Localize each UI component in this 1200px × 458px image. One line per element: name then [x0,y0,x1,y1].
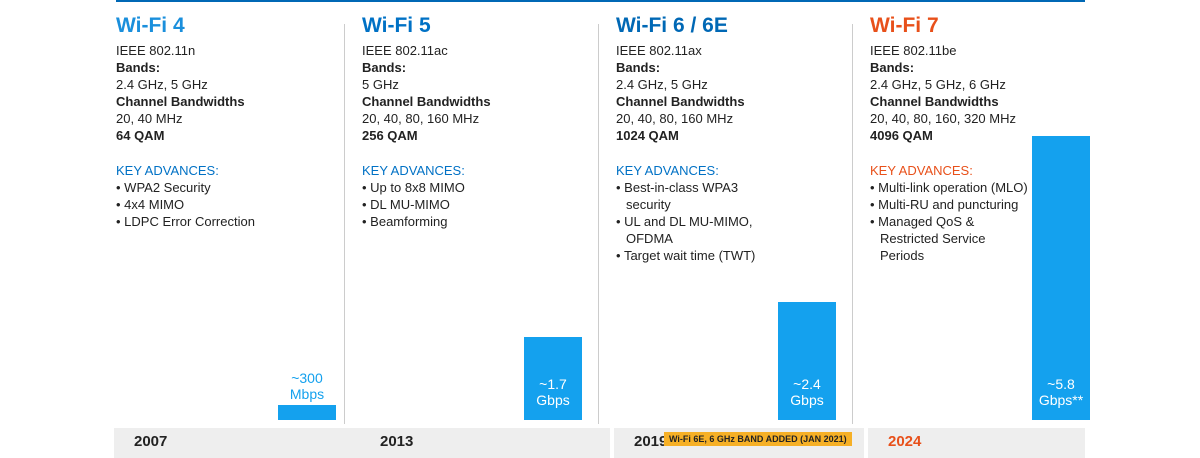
advances-label: KEY ADVANCES: [362,163,465,178]
column-divider [344,24,345,424]
bands-label: Bands: [362,60,407,75]
advance-item: UL and DL MU-MIMO, OFDMA [616,213,776,247]
advance-item: Managed QoS & Restricted Service Periods [870,213,1030,264]
bandwidth-label: Channel Bandwidths [870,94,999,109]
speed-bar [1032,135,1090,420]
bar-label: ~300 Mbps [289,370,325,402]
year: 2007 [134,433,168,450]
bandwidths: 20, 40 MHz [116,111,183,126]
advances-label: KEY ADVANCES: [116,163,219,178]
advance-item: Beamforming [362,213,522,230]
advances-label: KEY ADVANCES: [616,163,719,178]
bands: 2.4 GHz, 5 GHz [116,77,208,92]
column: Wi-Fi 4 IEEE 802.11n Bands: 2.4 GHz, 5 GHz C… [116,14,352,422]
qam: 64 QAM [116,128,165,143]
advance-item: Best-in-class WPA3 security [616,179,776,213]
standard: IEEE 802.11ax [616,43,702,58]
standard: IEEE 802.11be [870,43,957,58]
bar-label: ~5.8 Gbps** [1038,376,1084,408]
bands: 5 GHz [362,77,399,92]
column-divider [852,24,853,424]
top-rule [116,0,1085,2]
qam: 4096 QAM [870,128,933,143]
bands-label: Bands: [116,60,161,75]
speed-bar [778,302,836,420]
column: Wi-Fi 5 IEEE 802.11ac Bands: 5 GHz Channel B… [362,14,598,422]
bandwidth-label: Channel Bandwidths [116,94,245,109]
advance-item: LDPC Error Correction [116,213,276,230]
column: Wi-Fi 6 / 6E IEEE 802.11ax Bands: 2.4 GHz, … [616,14,852,422]
bands-label: Bands: [870,60,915,75]
advance-item: Up to 8x8 MIMO [362,179,522,196]
advance-item: Multi-link operation (MLO) [870,179,1030,196]
year-band [868,428,1085,458]
bands: 2.4 GHz, 5 GHz, 6 GHz [870,77,1006,92]
advance-item: Target wait time (TWT) [616,247,776,264]
column-title: Wi-Fi 7 [870,14,939,37]
column-title: Wi-Fi 6 / 6E [616,14,728,37]
bandwidth-label: Channel Bandwidths [362,94,491,109]
bandwidth-label: Channel Bandwidths [616,94,745,109]
advance-item: 4x4 MIMO [116,196,276,213]
year-band [360,428,610,458]
qam: 256 QAM [362,128,418,143]
bandwidths: 20, 40, 80, 160 MHz [362,111,480,126]
column-title: Wi-Fi 4 [116,14,185,37]
bands-label: Bands: [616,60,661,75]
year: 2024 [888,433,922,450]
speed-bar [524,336,582,420]
year-band [114,428,364,458]
bands: 2.4 GHz, 5 GHz [616,77,708,92]
column-title: Wi-Fi 5 [362,14,431,37]
bandwidths: 20, 40, 80, 160 MHz [616,111,734,126]
standard: IEEE 802.11ac [362,43,448,58]
note: Wi-Fi 6E, 6 GHz BAND ADDED (JAN 2021) [664,432,852,446]
year: 2013 [380,433,414,450]
column: Wi-Fi 7 IEEE 802.11be Bands: 2.4 GHz, 5 GHz… [870,14,1106,422]
advances-label: KEY ADVANCES: [870,163,973,178]
column-divider [598,24,599,424]
bar-label: ~2.4 Gbps [790,376,824,408]
speed-bar [278,405,336,420]
advance-item: WPA2 Security [116,179,276,196]
advance-item: Multi-RU and puncturing [870,196,1030,213]
advance-item: DL MU-MIMO [362,196,522,213]
year: 2019 [634,433,668,450]
bandwidths: 20, 40, 80, 160, 320 MHz [870,111,1016,126]
bar-label: ~1.7 Gbps [536,376,570,408]
standard: IEEE 802.11n [116,43,196,58]
qam: 1024 QAM [616,128,679,143]
